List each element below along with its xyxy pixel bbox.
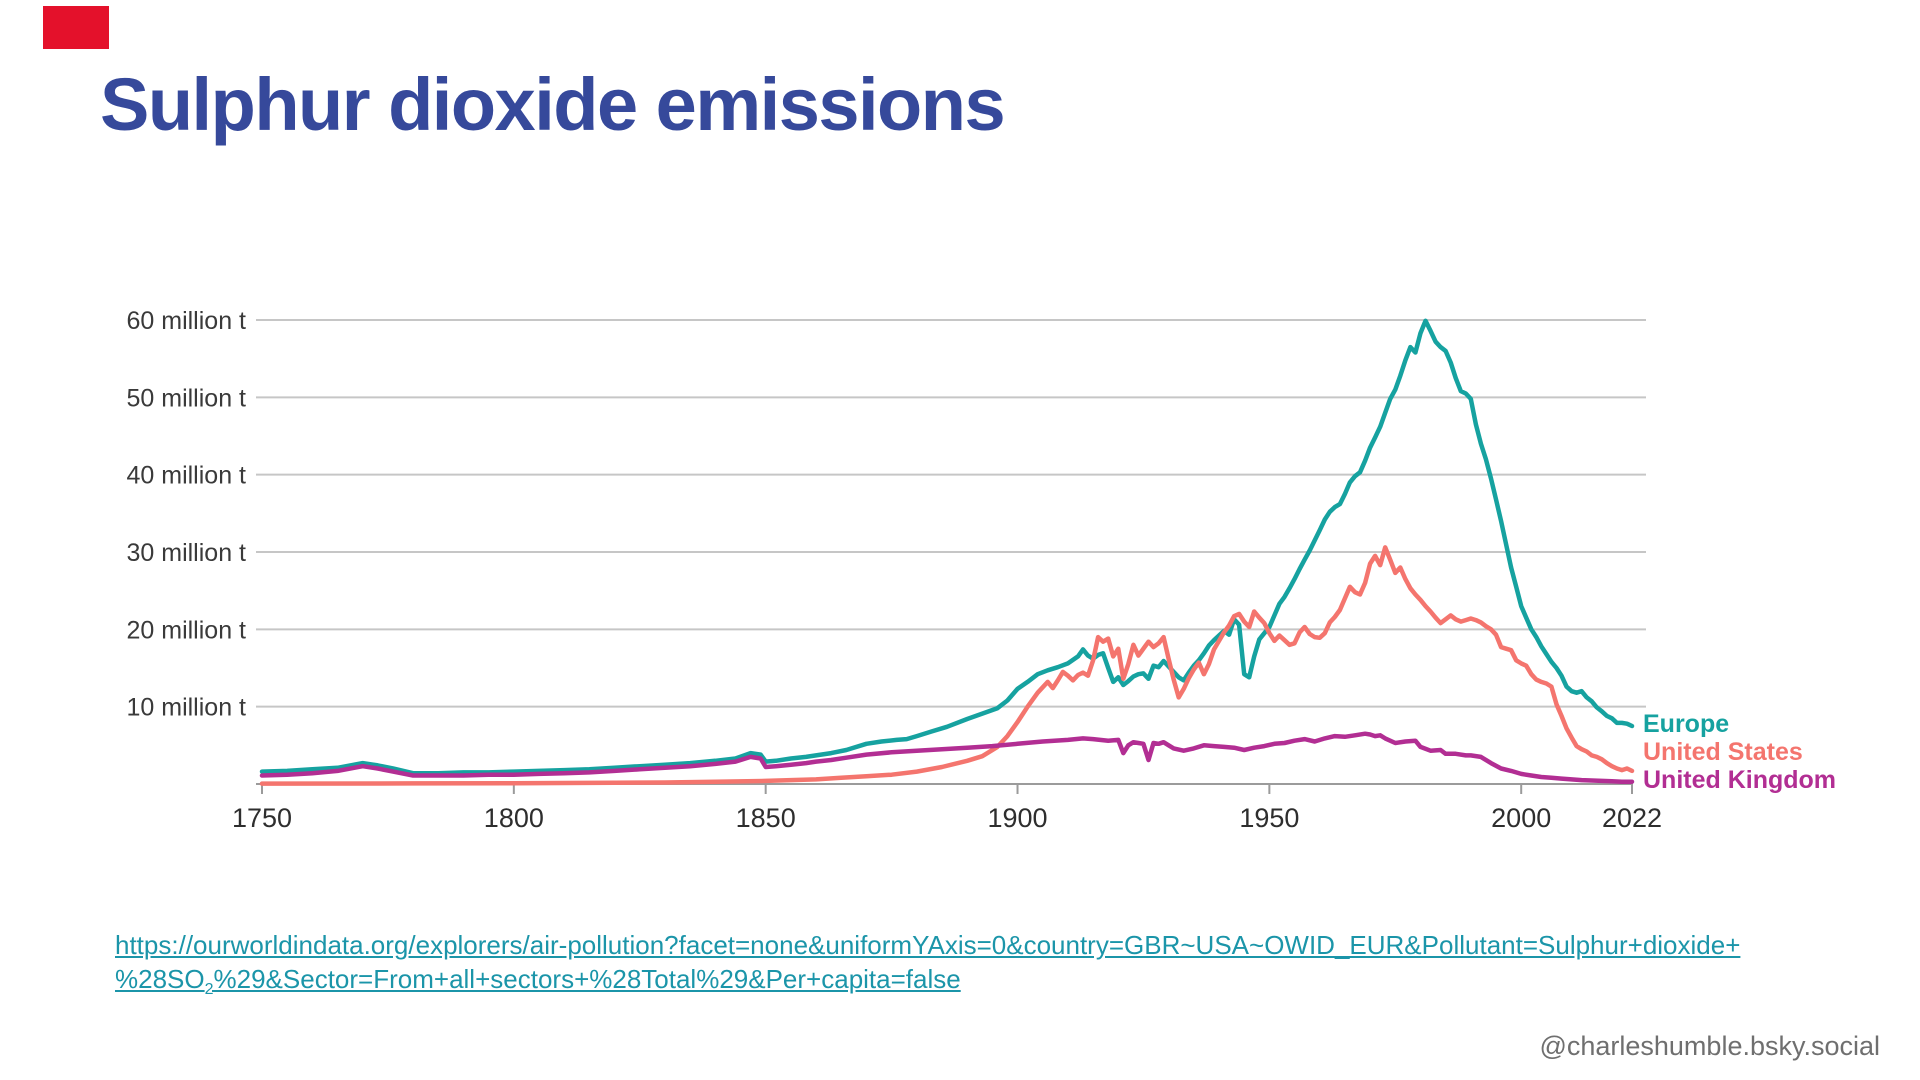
y-axis-label: 30 million t <box>127 539 247 567</box>
source-link-block: https://ourworldindata.org/explorers/air… <box>115 928 1740 1007</box>
source-link-line1[interactable]: https://ourworldindata.org/explorers/air… <box>115 930 1741 960</box>
accent-bar <box>43 6 109 49</box>
x-axis-label: 1750 <box>232 803 292 833</box>
legend-label-united-states: United States <box>1643 738 1803 766</box>
y-axis-label: 10 million t <box>127 694 247 722</box>
x-axis-label: 1900 <box>987 803 1047 833</box>
source-link-line2-post[interactable]: %29&Sector=From+all+sectors+%28Total%29&… <box>213 964 961 994</box>
y-axis-label: 40 million t <box>127 462 247 490</box>
x-axis-label: 1800 <box>484 803 544 833</box>
x-axis-label: 2022 <box>1602 803 1662 833</box>
x-axis-label: 1950 <box>1239 803 1299 833</box>
y-axis-label: 60 million t <box>127 307 247 335</box>
source-link-subscript[interactable]: 2 <box>204 981 214 999</box>
y-axis-label: 50 million t <box>127 384 247 412</box>
source-link-line2-pre[interactable]: %28SO <box>115 964 205 994</box>
x-axis-label: 2000 <box>1491 803 1551 833</box>
legend-label-europe: Europe <box>1643 710 1730 738</box>
series-line-united-states <box>259 545 1635 786</box>
series-line-united-kingdom <box>259 731 1635 784</box>
attribution: @charleshumble.bsky.social <box>1539 1031 1880 1061</box>
page-title: Sulphur dioxide emissions <box>100 63 1006 146</box>
series-line-europe <box>259 318 1635 776</box>
source-link[interactable]: https://ourworldindata.org/explorers/air… <box>115 930 1741 998</box>
legend-label-united-kingdom: United Kingdom <box>1643 766 1837 794</box>
y-axis-label: 20 million t <box>127 616 247 644</box>
x-axis-label: 1850 <box>736 803 796 833</box>
